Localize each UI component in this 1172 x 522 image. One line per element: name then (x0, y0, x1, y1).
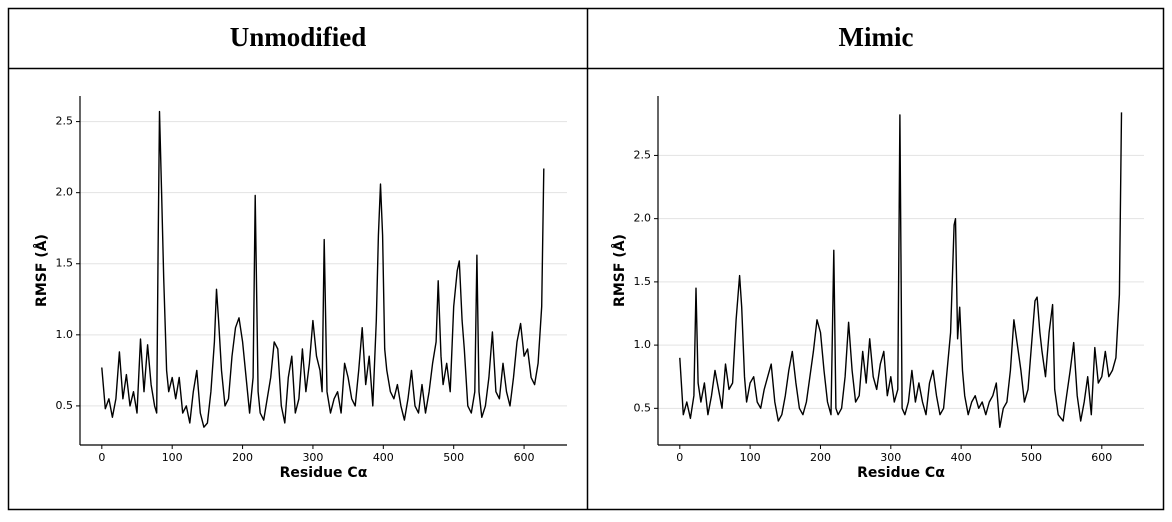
x-tick-label: 600 (514, 451, 535, 464)
y-tick-label: 2.5 (56, 115, 74, 128)
x-tick-label: 100 (162, 451, 183, 464)
y-tick-label: 0.5 (634, 401, 652, 414)
x-tick-label: 200 (810, 451, 831, 464)
y-axis-label: RMSF (Å) (611, 234, 628, 307)
y-tick-label: 1.5 (634, 275, 652, 288)
y-tick-label: 2.0 (56, 186, 74, 199)
panel-title: Mimic (839, 22, 914, 52)
table-border (7, 7, 1165, 511)
x-tick-label: 0 (676, 451, 683, 464)
x-tick-label: 100 (740, 451, 761, 464)
rmsf-line (679, 112, 1123, 428)
x-tick-label: 300 (880, 451, 901, 464)
x-tick-label: 600 (1091, 451, 1112, 464)
x-tick-label: 0 (98, 451, 105, 464)
x-tick-label: 500 (443, 451, 464, 464)
y-axis-label: RMSF (Å) (33, 234, 50, 307)
panel-title: Unmodified (230, 22, 367, 52)
y-tick-label: 1.5 (56, 257, 74, 270)
y-tick-label: 2.0 (634, 212, 652, 225)
x-tick-label: 400 (951, 451, 972, 464)
x-tick-label: 300 (302, 451, 323, 464)
rmsf-line (101, 110, 545, 428)
x-tick-label: 200 (232, 451, 253, 464)
y-tick-label: 0.5 (56, 399, 74, 412)
y-tick-label: 1.0 (634, 338, 652, 351)
x-axis-label: Residue Cα (857, 465, 945, 481)
x-tick-label: 400 (373, 451, 394, 464)
y-tick-label: 2.5 (634, 148, 652, 161)
y-tick-label: 1.0 (56, 328, 74, 341)
x-axis-label: Residue Cα (280, 465, 368, 481)
x-tick-label: 500 (1021, 451, 1042, 464)
